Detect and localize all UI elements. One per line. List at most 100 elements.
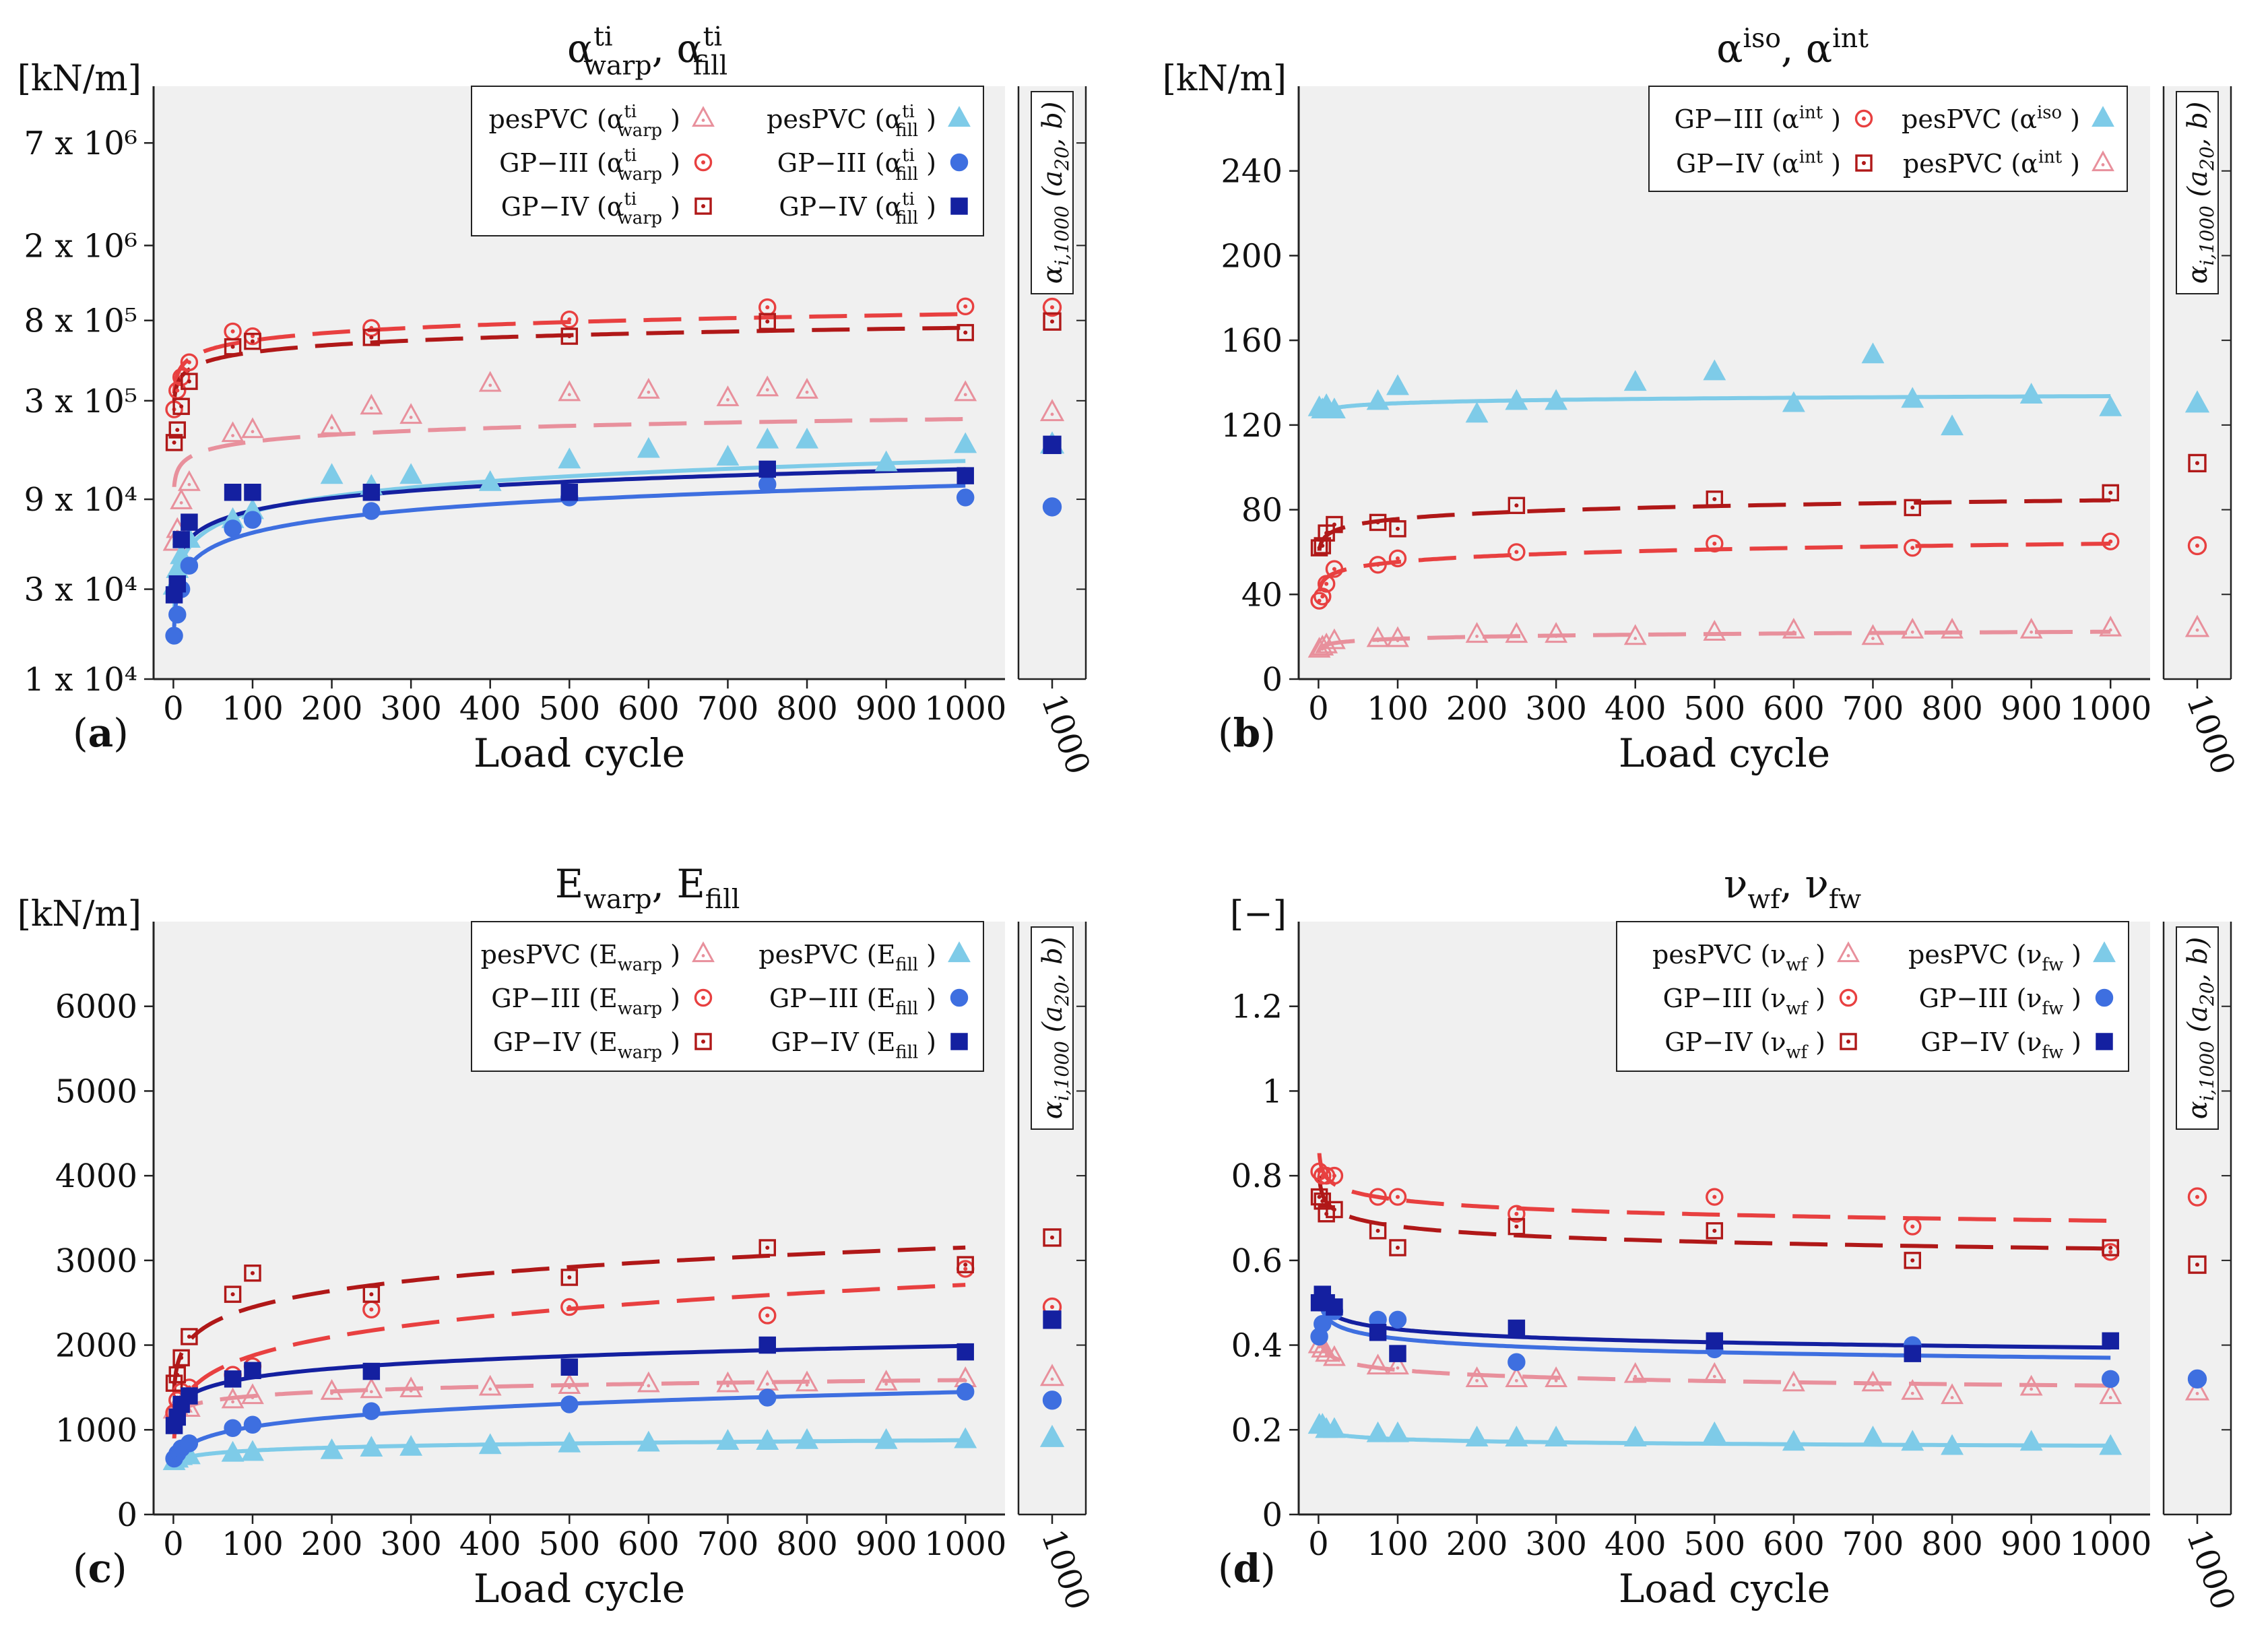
legend-label: pesPVC (νfw​ ) — [1908, 940, 2081, 976]
data-point-0 — [478, 371, 502, 392]
x-tick-label: 600 — [1763, 690, 1825, 728]
side-point-2 — [2184, 390, 2210, 413]
x-tick-label: 500 — [1683, 690, 1745, 728]
data-point-2 — [168, 421, 187, 439]
data-point-3 — [796, 1428, 818, 1449]
data-point-2 — [1703, 359, 1726, 381]
data-point-4 — [362, 1402, 381, 1420]
data-point-0 — [360, 393, 383, 415]
data-point-2 — [1322, 397, 1346, 418]
chart-panel-3: 0 0.2 0.4 0.6 0.8 1 1.2 [−] 0 100 200 300 400 500 600 7… — [1218, 861, 2242, 1615]
data-point-2 — [362, 1285, 381, 1303]
data-point-2 — [2019, 383, 2043, 404]
data-point-3 — [1505, 622, 1528, 643]
legend-label: GP−IV (αint​ ) — [1676, 148, 1841, 179]
x-tick-label: 200 — [1446, 690, 1508, 728]
data-point-2 — [1941, 414, 1964, 436]
data-point-3 — [1901, 617, 1924, 639]
data-point-4 — [243, 1415, 262, 1434]
data-point-1 — [180, 353, 199, 371]
data-point-5 — [362, 484, 381, 501]
legend-marker — [694, 197, 712, 215]
data-point-5 — [181, 1387, 198, 1405]
data-point-0 — [170, 488, 193, 509]
data-point-0 — [558, 1373, 581, 1394]
data-point-2 — [224, 338, 242, 356]
legend-label: GP−IV (νfw​ ) — [1920, 1027, 2081, 1063]
panel-label: (c) — [73, 1545, 127, 1591]
data-point-2 — [1505, 389, 1528, 410]
data-point-2 — [181, 1328, 198, 1345]
x-tick-label: 100 — [1367, 1525, 1429, 1563]
side-point-3 — [1039, 1424, 1065, 1447]
y-tick-label: 160 — [1221, 322, 1283, 360]
data-point-2 — [244, 1264, 261, 1282]
side-x-tick-label: 1000 — [1034, 1525, 1097, 1615]
data-point-0 — [1703, 1362, 1726, 1383]
x-tick-label: 300 — [1525, 1525, 1587, 1563]
legend-label: GP−IV (Efill​ ) — [771, 1027, 936, 1063]
legend-label: GP−III (Ewarp​ ) — [491, 984, 680, 1019]
legend-box — [471, 86, 984, 236]
data-point-1 — [1325, 1166, 1344, 1185]
chart-title: Ewarp​, Efill​ — [555, 861, 740, 915]
panel-label: (d) — [1218, 1545, 1276, 1591]
legend-marker — [950, 197, 968, 215]
x-tick-label: 600 — [618, 1525, 680, 1563]
data-point-5 — [758, 1336, 776, 1354]
data-point-0 — [1623, 1362, 1647, 1383]
data-point-1 — [2102, 484, 2119, 502]
unit-label: [kN/m] — [18, 59, 141, 99]
chart-title: νwf​, νfw​ — [1724, 861, 1861, 915]
data-point-2 — [1861, 342, 1885, 364]
side-point-1 — [2187, 1187, 2207, 1207]
x-tick-label: 0 — [1308, 1525, 1329, 1563]
y-tick-label: 1 — [1262, 1073, 1283, 1110]
legend-marker — [1840, 1033, 1857, 1050]
y-tick-label: 80 — [1241, 492, 1283, 530]
data-point-2 — [362, 329, 381, 346]
data-point-0 — [1325, 560, 1344, 578]
data-point-1 — [1904, 1217, 1922, 1236]
data-point-3 — [1941, 617, 1964, 639]
data-point-3 — [478, 1433, 502, 1455]
data-point-3 — [1861, 1426, 1885, 1446]
x-tick-label: 700 — [1842, 690, 1904, 728]
data-point-3 — [637, 437, 660, 458]
data-point-3 — [558, 1431, 581, 1453]
x-tick-label: 100 — [222, 690, 284, 728]
data-point-4 — [1508, 1353, 1526, 1371]
legend: pesPVC (Ewarp​ ) GP−III (Ewarp​ ) GP−IV (E… — [471, 921, 984, 1072]
x-axis-label: Load cycle — [474, 730, 685, 776]
data-point-3 — [874, 1428, 898, 1449]
side-x-tick-label: 1000 — [2179, 1525, 2242, 1615]
x-tick-label: 900 — [855, 690, 917, 728]
legend-marker — [692, 941, 715, 963]
data-point-3 — [1545, 622, 1568, 643]
legend-marker — [948, 106, 971, 127]
data-point-0 — [360, 1377, 383, 1399]
data-point-3 — [1782, 617, 1805, 639]
legend-label: GP−IV (νwf​ ) — [1664, 1027, 1825, 1063]
data-point-2 — [181, 373, 198, 390]
data-point-2 — [1386, 374, 1409, 395]
data-point-0 — [756, 375, 779, 397]
data-point-4 — [2101, 1370, 2120, 1389]
y-tick-label: 0.2 — [1231, 1411, 1283, 1449]
legend-label: pesPVC (αint​ ) — [1903, 148, 2080, 179]
y-tick-label: 2000 — [55, 1327, 137, 1365]
data-point-2 — [172, 1349, 190, 1367]
data-point-0 — [320, 1378, 344, 1400]
data-point-3 — [954, 1427, 977, 1448]
fit-line-0 — [172, 1378, 966, 1423]
data-point-4 — [362, 502, 381, 520]
data-point-2 — [244, 332, 261, 350]
x-tick-label: 100 — [222, 1525, 284, 1563]
side-label: αi,1000 (a20, b) — [1037, 937, 1073, 1120]
legend-box — [471, 921, 984, 1072]
chart-panel-1: 0 40 80 120 160 200 240 [kN/m] 0 100 200 300 400 500 6… — [1163, 23, 2243, 779]
data-point-2 — [1706, 1222, 1724, 1240]
data-point-4 — [168, 606, 187, 624]
data-point-3 — [1861, 624, 1885, 645]
y-tick-label: 0 — [1262, 661, 1283, 699]
